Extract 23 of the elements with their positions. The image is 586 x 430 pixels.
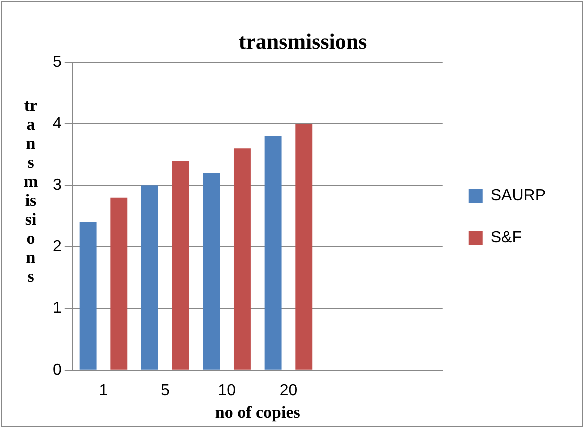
y-tick-label: 5	[52, 54, 62, 71]
bar	[142, 186, 158, 370]
x-tick-label: 20	[280, 382, 298, 400]
y-tick-label: 0	[52, 362, 62, 379]
bar	[172, 160, 190, 370]
x-tick-label: 10	[218, 382, 236, 400]
bar	[80, 222, 97, 370]
y-tick-label: 1	[52, 300, 62, 318]
x-axis-title: no of copies	[215, 403, 301, 422]
y-tick-label: 3	[52, 177, 62, 194]
legend-label: SAURP	[490, 187, 546, 204]
bar	[110, 198, 128, 370]
chart-title: transmissions	[238, 28, 368, 54]
bar	[264, 136, 282, 370]
bar	[234, 148, 251, 370]
x-tick-label: 5	[160, 382, 170, 400]
bar	[296, 124, 313, 370]
legend-label: S&F	[490, 229, 522, 246]
y-tick-label: 2	[52, 238, 62, 256]
y-tick-label: 4	[52, 115, 62, 132]
bar	[203, 173, 220, 370]
text: transmissions	[24, 96, 38, 286]
x-tick-label: 1	[99, 382, 108, 400]
